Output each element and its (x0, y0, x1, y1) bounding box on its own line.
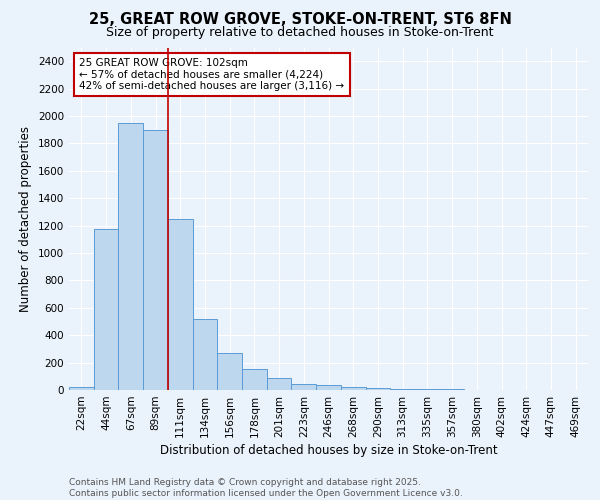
Bar (341, 388, 365, 390)
Bar (390, 388, 415, 390)
Bar (365, 388, 390, 390)
Bar (168, 219, 193, 390)
Text: Size of property relative to detached houses in Stoke-on-Trent: Size of property relative to detached ho… (106, 26, 494, 39)
Bar (316, 385, 341, 390)
Bar (217, 353, 242, 390)
Bar (267, 378, 292, 390)
Bar (143, 130, 168, 390)
Bar (292, 384, 316, 390)
Text: 25, GREAT ROW GROVE, STOKE-ON-TRENT, ST6 8FN: 25, GREAT ROW GROVE, STOKE-ON-TRENT, ST6… (89, 12, 511, 28)
Text: 25 GREAT ROW GROVE: 102sqm
← 57% of detached houses are smaller (4,224)
42% of s: 25 GREAT ROW GROVE: 102sqm ← 57% of deta… (79, 58, 344, 91)
Y-axis label: Number of detached properties: Number of detached properties (19, 126, 32, 312)
Bar (118, 123, 143, 390)
X-axis label: Distribution of detached houses by size in Stoke-on-Trent: Distribution of detached houses by size … (160, 444, 497, 457)
Bar (193, 319, 217, 390)
Text: Contains HM Land Registry data © Crown copyright and database right 2025.
Contai: Contains HM Land Registry data © Crown c… (69, 478, 463, 498)
Bar (94, 229, 118, 390)
Bar (69, 386, 94, 390)
Bar (242, 369, 267, 390)
